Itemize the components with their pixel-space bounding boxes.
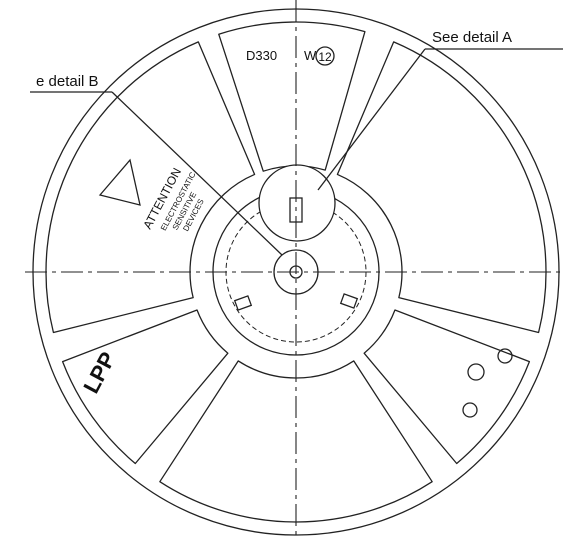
width-prefix: W	[304, 48, 317, 63]
esd-symbol	[100, 160, 140, 205]
reel-drawing: See detail A e detail B D330 W 12 ATTENT…	[0, 0, 565, 540]
reel-window	[364, 310, 529, 464]
icon	[463, 403, 477, 417]
reel-window	[337, 42, 546, 333]
callout-label: See detail A	[432, 29, 512, 46]
callout-leader	[112, 92, 282, 255]
callout-label: e detail B	[36, 73, 99, 90]
diameter-label: D330	[246, 48, 277, 63]
icon	[468, 364, 484, 380]
detail-circle	[259, 165, 335, 241]
width-label: 12	[318, 50, 332, 64]
brand-label: LPP	[78, 348, 120, 398]
callout-leader	[318, 49, 425, 190]
esd-warning: ATTENTION ELECTROSTATIC SENSITIVE DEVICE…	[140, 162, 215, 247]
notch	[341, 294, 358, 308]
notch	[235, 296, 252, 310]
icon	[498, 349, 512, 363]
reel-window	[219, 22, 365, 171]
